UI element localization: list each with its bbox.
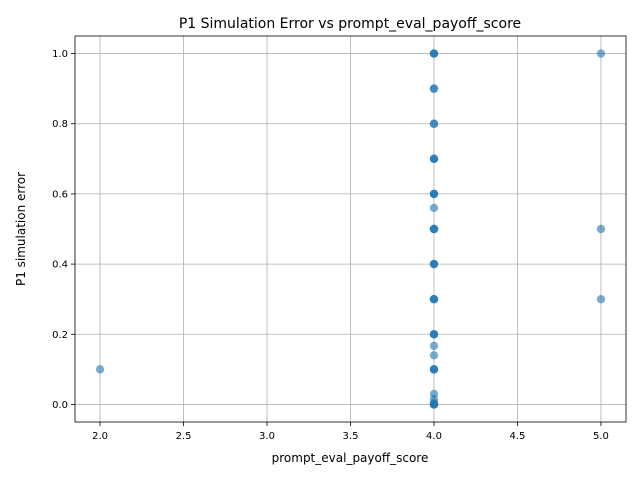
y-tick-label: 1.0 <box>52 49 68 60</box>
y-tick-label: 0.2 <box>52 330 68 341</box>
data-point <box>429 365 439 374</box>
data-point <box>429 351 439 360</box>
data-point <box>429 400 439 409</box>
data-point <box>95 365 105 374</box>
data-points <box>95 49 606 409</box>
y-tick-label: 0.0 <box>52 400 68 411</box>
x-tick-label: 3.0 <box>259 431 275 442</box>
y-tick-label: 0.6 <box>52 189 68 200</box>
y-tick-label: 0.8 <box>52 119 68 130</box>
x-tick-label: 2.5 <box>176 431 192 442</box>
data-point <box>596 294 606 304</box>
data-point <box>429 119 439 128</box>
x-tick-label: 4.5 <box>510 431 526 442</box>
y-tick-label: 0.4 <box>52 260 68 271</box>
x-tick-label: 3.5 <box>343 431 359 442</box>
data-point <box>596 49 606 58</box>
x-axis-ticks: 2.0 2.5 3.0 3.5 4.0 4.5 5.0 <box>92 422 609 442</box>
data-point <box>429 294 439 304</box>
chart-title: P1 Simulation Error vs prompt_eval_payof… <box>179 16 521 32</box>
data-point <box>429 49 439 58</box>
x-tick-label: 4.0 <box>426 431 442 442</box>
data-point <box>429 154 439 164</box>
x-axis-label: prompt_eval_payoff_score <box>272 451 429 465</box>
x-tick-label: 2.0 <box>92 431 108 442</box>
data-point <box>429 224 439 234</box>
data-point <box>429 341 439 351</box>
data-point <box>429 259 439 269</box>
y-axis-ticks: 0.0 0.2 0.4 0.6 0.8 1.0 <box>52 49 75 411</box>
data-point <box>429 84 439 93</box>
data-point <box>429 330 439 339</box>
y-axis-label: P1 simulation error <box>14 172 28 286</box>
data-point <box>596 224 606 234</box>
data-point <box>429 203 439 213</box>
data-point <box>429 189 439 199</box>
x-tick-label: 5.0 <box>593 431 609 442</box>
